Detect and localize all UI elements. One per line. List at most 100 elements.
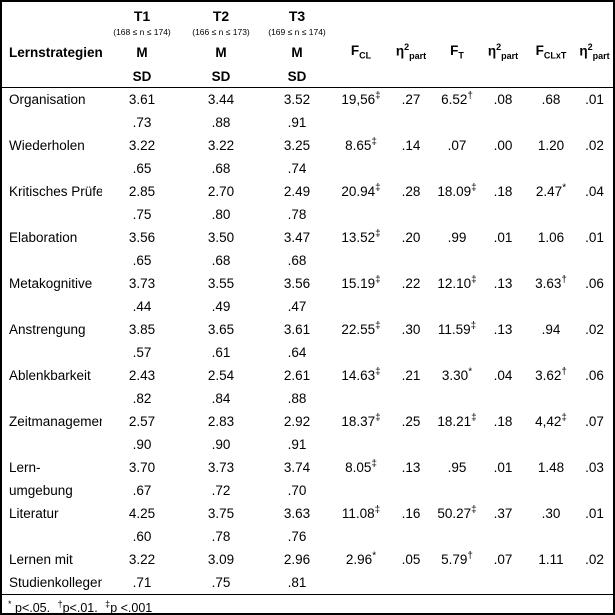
f-cl-value: 15.19‡ [341,274,381,291]
eta-t-value: .00 [493,138,513,153]
sd-value: .67 [132,483,152,498]
table-row: .82 .84 .88 [2,387,613,410]
table-row: .60 .78 .76 [2,525,613,548]
f-t-value: 50.27‡ [437,504,477,521]
table-row: Studienkollegen .71 .75 .81 [2,571,613,595]
strategy-label-line2 [2,341,102,364]
sd-value: .70 [287,483,307,498]
header-sd-t2: SD [182,65,260,88]
empty-cell [334,387,613,410]
eta-t-value: .18 [493,414,513,429]
eta-cl-value: .25 [401,414,421,429]
empty-cell [334,525,613,548]
strategy-label: Elaboration [9,230,78,245]
empty-cell [334,249,613,272]
empty-cell [480,65,526,88]
f-cl-value: 19,56‡ [341,90,381,107]
strategy-label: Zeitmanagement [9,414,102,429]
header-sd-t3: SD [260,65,334,88]
strategy-label-line2 [2,387,102,410]
m-value: 3.22 [128,138,156,153]
f-t-value: .99 [447,230,467,245]
header-eta-t: η2part [487,42,519,62]
m-value: 3.70 [128,460,156,475]
table-row: umgebung .67 .72 .70 [2,479,613,502]
sd-value: .78 [287,207,307,222]
eta-t-value: .13 [493,276,513,291]
sd-value: .68 [211,253,231,268]
header-t3-n-range: (169 ≤ n ≤ 174) [268,26,326,37]
m-value: 3.61 [128,92,156,107]
m-value: 3.75 [207,506,235,521]
empty-cell [388,24,434,39]
strategy-label: Organisation [9,92,86,107]
f-clxt-value: .94 [541,322,561,337]
header-m-t1: M [136,44,148,60]
m-value: 3.50 [207,230,235,245]
strategy-label-line2 [2,295,102,318]
m-value: 2.57 [128,414,156,429]
eta-clxt-value: .07 [585,414,604,429]
header-t2-n-range: (166 ≤ n ≤ 173) [192,26,250,37]
m-value: 3.56 [128,230,156,245]
empty-cell [334,157,613,180]
eta-clxt-value: .01 [585,506,604,521]
m-value: 2.92 [283,414,311,429]
f-t-value: .95 [447,460,467,475]
header-row-ranges: (168 ≤ n ≤ 174) (166 ≤ n ≤ 173) (169 ≤ n… [2,24,613,39]
eta-clxt-value: .01 [585,230,604,245]
f-cl-value: 22.55‡ [341,320,381,337]
f-clxt-value: .68 [541,92,561,107]
empty-cell [334,24,388,39]
header-sd-t1: SD [102,65,182,88]
sd-value: .90 [211,437,231,452]
strategy-label-line2 [2,157,102,180]
empty-cell [434,65,480,88]
sd-value: .78 [211,529,231,544]
m-value: 2.96 [283,552,311,567]
sd-value: .60 [132,529,152,544]
eta-clxt-value: .04 [585,184,604,199]
header-t3: T3 [288,8,306,24]
table-row: Elaboration 3.56 3.50 3.47 13.52‡ .20 .9… [2,226,613,249]
eta-t-value: .13 [493,322,513,337]
m-value: 3.55 [207,276,235,291]
eta-clxt-value: .06 [585,276,604,291]
empty-cell [334,111,613,134]
eta-t-value: .01 [493,230,513,245]
m-value: 4.25 [128,506,156,521]
footnote-p01: †p<.01. [57,599,102,615]
sd-value: .68 [287,253,307,268]
header-row-timepoints: T1 T2 T3 [2,2,613,24]
f-clxt-value: .30 [541,506,561,521]
f-clxt-value: 3.62† [535,366,567,383]
empty-cell [2,65,102,88]
sd-value: .81 [260,571,334,595]
sd-value: .88 [211,115,231,130]
eta-clxt-value: .01 [585,92,604,107]
significance-footnote: * p<.05. †p<.01. ‡p <.001 [2,595,613,615]
sd-value: .82 [132,391,152,406]
empty-cell [334,65,388,88]
empty-cell [480,2,526,24]
eta-t-value: .37 [493,506,513,521]
m-value: 3.22 [207,138,235,153]
f-t-value: 6.52† [441,90,473,107]
strategy-label: Wiederholen [9,138,85,153]
f-t-value: 18.21‡ [437,412,477,429]
header-m-t2: M [215,44,227,60]
eta-clxt-value: .02 [585,138,604,153]
empty-cell [334,433,613,456]
empty-cell [576,24,613,39]
m-value: 3.73 [128,276,156,291]
sd-value: .65 [132,161,152,176]
empty-cell [334,479,613,502]
sd-value: .75 [182,571,260,595]
m-value: 2.85 [128,184,156,199]
corner-cell [2,2,102,24]
strategy-label: Ablenkbarkeit [9,368,91,383]
header-f-clxt: FCLxT [535,43,567,61]
strategy-label: Kritisches Prüfen [9,184,102,199]
empty-cell [480,24,526,39]
table-row: Organisation 3.61 3.44 3.52 19,56‡ .27 6… [2,88,613,112]
